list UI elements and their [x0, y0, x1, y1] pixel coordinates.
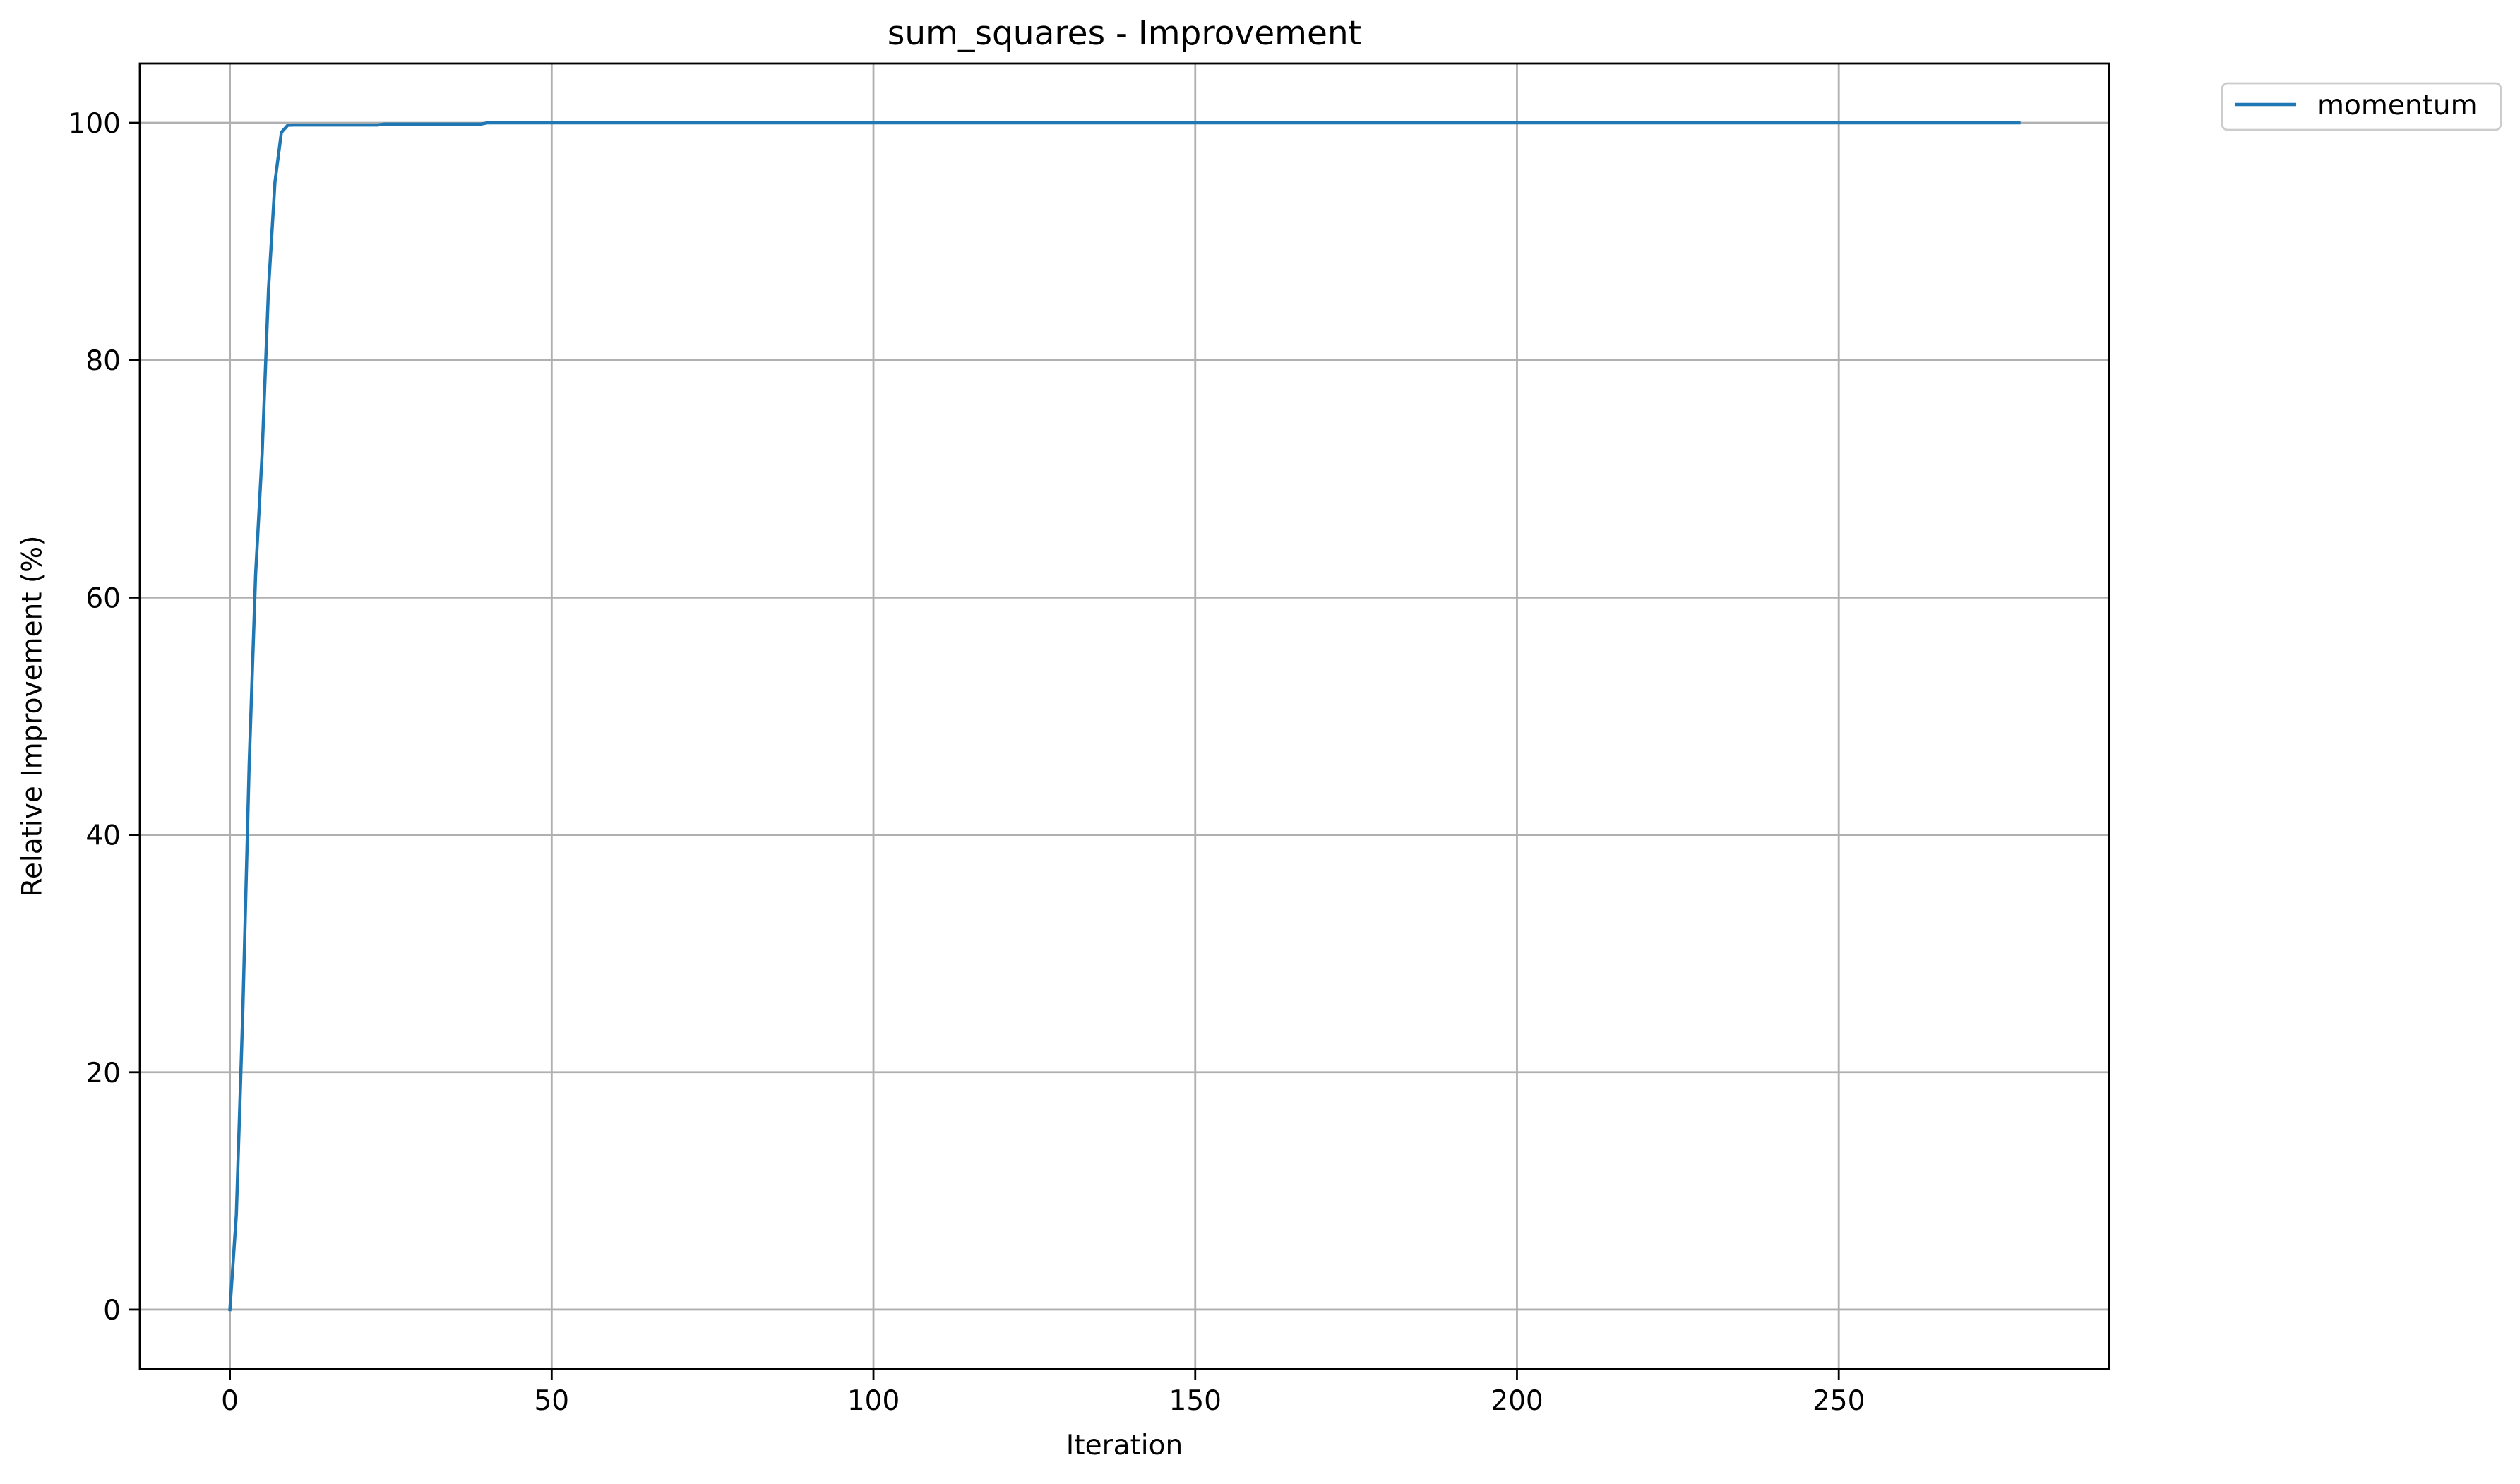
- y-tick-label: 0: [103, 1295, 121, 1327]
- legend: momentum: [2221, 82, 2502, 131]
- legend-box: [2221, 82, 2502, 131]
- y-axis-label: Relative Improvement (%): [17, 536, 49, 897]
- series-line-momentum: [228, 121, 2021, 1312]
- plot-frame: [138, 62, 2110, 1370]
- x-tick-label: 150: [1169, 1385, 1222, 1417]
- x-tick-label: 50: [534, 1385, 569, 1417]
- y-tick-label: 40: [85, 820, 121, 852]
- x-tick-label: 0: [221, 1385, 239, 1417]
- y-tick-label: 20: [85, 1058, 121, 1089]
- x-tick-label: 250: [1813, 1385, 1865, 1417]
- y-tick-label: 60: [85, 582, 121, 614]
- x-axis-label: Iteration: [1066, 1430, 1183, 1461]
- y-tick-label: 100: [68, 108, 121, 140]
- x-tick-label: 100: [847, 1385, 900, 1417]
- chart-title: sum_squares - Improvement: [888, 14, 1361, 53]
- x-tick-label: 200: [1491, 1385, 1543, 1417]
- ticks: 0 50 100 150 200 250 0 20 40 60 80 100: [68, 108, 1865, 1417]
- y-tick-label: 80: [85, 345, 121, 377]
- series-layer: [228, 121, 2021, 1312]
- legend-label-momentum: momentum: [2317, 90, 2478, 121]
